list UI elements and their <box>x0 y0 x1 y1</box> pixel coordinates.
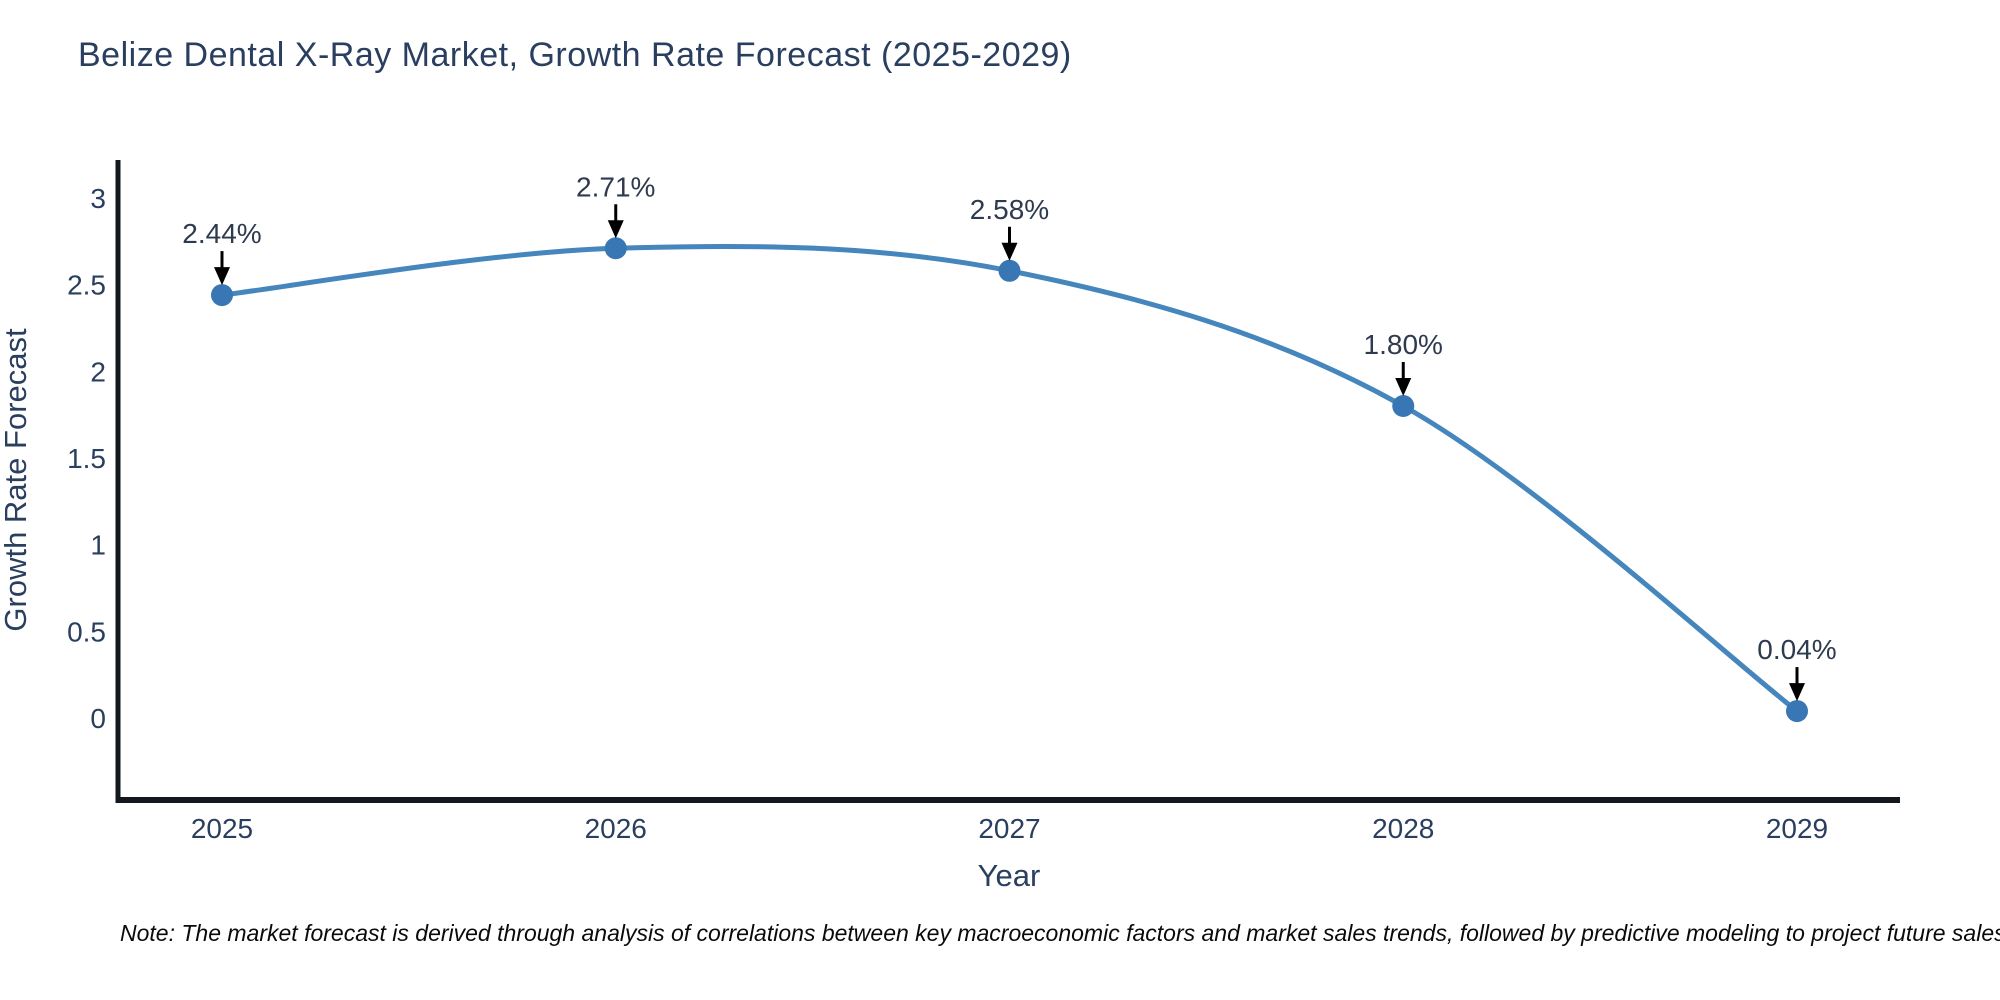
data-point-2029 <box>1786 700 1808 723</box>
y-tick-label: 0.5 <box>67 616 106 647</box>
annotation-arrowhead <box>1789 683 1805 702</box>
chart-title: Belize Dental X-Ray Market, Growth Rate … <box>78 36 1072 74</box>
annotation-label: 0.04% <box>1757 634 1836 665</box>
y-tick-label: 3 <box>90 183 106 214</box>
data-point-2027 <box>998 259 1021 282</box>
data-point-2025 <box>211 284 233 307</box>
footnote: Note: The market forecast is derived thr… <box>120 920 2000 946</box>
x-tick-label: 2025 <box>191 813 253 844</box>
y-tick-label: 2.5 <box>67 270 106 301</box>
annotation-arrowhead <box>1395 378 1412 397</box>
y-axis-title: Growth Rate Forecast <box>0 328 33 632</box>
y-tick-label: 1.5 <box>67 443 106 474</box>
growth-rate-line <box>219 243 1800 714</box>
data-point-2028 <box>1392 395 1415 418</box>
annotation-arrowhead <box>214 267 230 286</box>
data-point-2026 <box>604 237 627 260</box>
x-tick-label: 2027 <box>978 813 1040 844</box>
x-tick-label: 2029 <box>1766 813 1828 844</box>
y-tick-label: 1 <box>90 530 106 561</box>
x-tick-label: 2026 <box>585 813 647 844</box>
annotation-label: 2.71% <box>576 171 655 202</box>
annotation-label: 1.80% <box>1364 329 1443 360</box>
y-tick-label: 2 <box>90 356 106 387</box>
annotation-arrowhead <box>607 220 624 239</box>
y-tick-label: 0 <box>90 703 106 734</box>
x-axis-title: Year <box>978 858 1041 893</box>
annotation-arrowhead <box>1001 242 1018 261</box>
annotation-label: 2.44% <box>182 218 261 249</box>
annotation-label: 2.58% <box>970 194 1049 225</box>
x-tick-label: 2028 <box>1372 813 1434 844</box>
